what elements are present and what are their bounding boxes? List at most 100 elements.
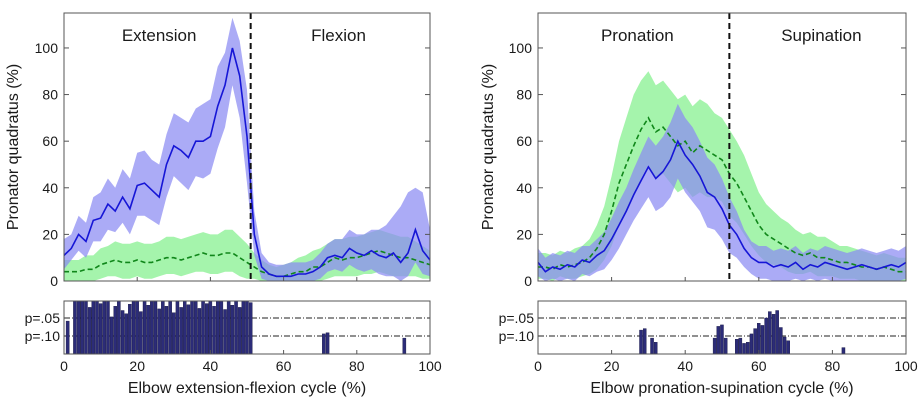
significance-bar: [95, 300, 99, 355]
significance-bar: [109, 316, 114, 355]
x-axis-label: Elbow pronation-supination cycle (%): [590, 380, 853, 397]
significance-bar: [161, 300, 165, 355]
x-tick-label: 100: [894, 358, 918, 374]
y-axis-label: Pronator quadratus (%): [5, 64, 22, 230]
significance-bar: [735, 339, 739, 355]
significance-bar: [230, 305, 235, 355]
significance-bar: [226, 300, 231, 355]
significance-bar: [142, 300, 147, 355]
significance-bar: [171, 312, 176, 355]
significance-bar: [742, 343, 746, 355]
significance-bar: [190, 300, 194, 355]
significance-bar: [215, 300, 220, 355]
y-tick-label: 80: [516, 87, 532, 103]
mean-line-green: [538, 116, 906, 273]
phase-label: Extension: [122, 26, 197, 45]
y-tick-label: 40: [42, 180, 58, 196]
significance-bar: [786, 340, 791, 355]
pvalue-frame: [537, 300, 907, 355]
significance-bar: [124, 313, 128, 355]
threshold-label: p=.05: [25, 310, 61, 326]
significance-bar: [771, 314, 776, 355]
significance-bar: [746, 342, 750, 355]
mean-line-blue: [538, 139, 906, 273]
confidence-band-blue: [538, 103, 906, 281]
significance-bar: [117, 300, 121, 355]
significance-bar: [204, 303, 209, 355]
significance-bar: [841, 347, 846, 355]
significance-bar: [131, 300, 136, 355]
y-tick-label: 60: [516, 133, 532, 149]
significance-bar: [775, 310, 779, 355]
chart-panel-right: Pronation Supination 0 20 40 60 80 100 Pronator …: [480, 12, 918, 397]
y-tick-label: 20: [42, 226, 58, 242]
x-tick-label: 20: [129, 358, 145, 374]
significance-bar: [237, 307, 242, 355]
significance-bar: [234, 300, 238, 355]
significance-bar: [150, 300, 154, 355]
significance-bar: [102, 300, 106, 355]
significance-bar: [186, 304, 191, 355]
significance-bar: [720, 324, 724, 355]
significance-bar: [768, 311, 772, 355]
significance-bar: [245, 300, 249, 355]
phase-label: Pronation: [601, 26, 674, 45]
confidence-band-blue: [64, 17, 430, 281]
significance-bar: [643, 328, 647, 355]
x-tick-label: 20: [604, 358, 620, 374]
threshold-label: p=.10: [25, 328, 61, 344]
significance-bar: [164, 306, 169, 355]
significance-bar: [84, 300, 88, 355]
significance-bar: [223, 309, 227, 355]
significance-bar: [179, 307, 183, 355]
significance-bar: [723, 337, 728, 355]
significance-bar: [749, 333, 754, 355]
significance-bar: [175, 300, 180, 355]
significance-bar: [201, 300, 205, 355]
significance-bar: [241, 300, 246, 355]
y-tick-label: 0: [50, 273, 58, 289]
significance-bar: [716, 326, 721, 355]
y-tick-label: 20: [516, 226, 532, 242]
x-axis-label: Elbow extension-flexion cycle (%): [128, 380, 366, 397]
significance-bar: [208, 300, 213, 355]
significance-bar: [157, 308, 161, 355]
significance-bar: [65, 320, 70, 355]
x-tick-label: 0: [60, 358, 68, 374]
phase-label: Flexion: [311, 26, 366, 45]
significance-bar: [135, 300, 139, 355]
significance-bar: [139, 311, 143, 355]
confidence-band-green: [538, 71, 906, 281]
significance-bar: [219, 300, 224, 355]
significance-bar: [168, 300, 172, 355]
significance-bar: [248, 302, 253, 355]
y-tick-label: 100: [509, 40, 533, 56]
y-tick-label: 100: [35, 40, 59, 56]
significance-bar: [753, 328, 757, 355]
plot-series-group: [538, 71, 906, 281]
significance-bar: [98, 303, 103, 355]
mean-line-green: [64, 249, 430, 278]
significance-bar: [120, 310, 125, 355]
y-tick-label: 40: [516, 180, 532, 196]
pvalue-frame: [63, 300, 431, 355]
significance-bar: [712, 337, 717, 355]
significance-bar: [87, 307, 92, 355]
significance-bar: [212, 306, 216, 355]
significance-bar: [779, 327, 783, 355]
plot-frame: [63, 12, 431, 282]
x-tick-label: 0: [534, 358, 542, 374]
pvalue-subplot: p=.05 p=.10 0 20 40 60 80 100: [25, 300, 442, 374]
significance-bar: [91, 300, 95, 355]
x-tick-label: 80: [349, 358, 365, 374]
significance-bar: [402, 337, 407, 355]
x-tick-label: 40: [203, 358, 219, 374]
y-tick-label: 80: [42, 87, 58, 103]
y-tick-label: 0: [524, 273, 532, 289]
significance-bar: [193, 300, 198, 355]
y-axis-label: Pronator quadratus (%): [480, 64, 497, 230]
significance-bar: [325, 332, 330, 355]
x-tick-label: 40: [677, 358, 693, 374]
significance-bar: [782, 336, 787, 355]
